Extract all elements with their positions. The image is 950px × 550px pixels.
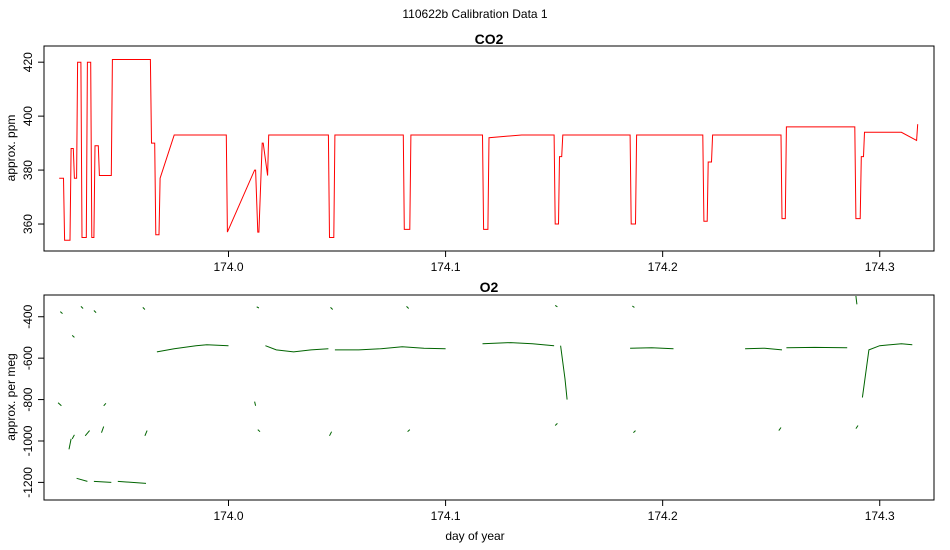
o2-series-line <box>156 344 229 353</box>
co2-plot-frame <box>43 45 935 252</box>
o2-series-line <box>71 434 75 440</box>
co2-y-tick-label: 360 <box>21 214 35 234</box>
o2-series-line <box>117 480 147 484</box>
o2-y-tick-label: -400 <box>21 304 35 328</box>
o2-x-tick-label: 174.0 <box>213 509 243 523</box>
o2-series-line <box>265 345 329 353</box>
o2-y-tick-label: -1200 <box>21 467 35 498</box>
o2-series-line <box>144 430 148 436</box>
co2-series <box>59 59 919 241</box>
o2-y-tick-label: -1000 <box>21 425 35 456</box>
co2-y-tick-label: 420 <box>21 52 35 72</box>
o2-x-axis: 174.0 174.1 174.2 174.3 <box>213 500 895 523</box>
co2-x-tick-label: 174.0 <box>213 260 243 274</box>
o2-series-line <box>93 310 97 313</box>
o2-x-tick-label: 174.2 <box>648 509 678 523</box>
o2-series-line <box>256 306 260 309</box>
o2-plot-frame <box>43 294 935 501</box>
o2-series-line <box>57 402 62 407</box>
o2-series-line <box>329 431 333 437</box>
o2-series-line <box>861 343 913 398</box>
co2-y-tick-label: 380 <box>21 160 35 180</box>
o2-series-line <box>71 335 75 338</box>
o2-series-line <box>633 430 636 434</box>
o2-series-line <box>59 311 63 314</box>
o2-series-line <box>406 306 410 309</box>
o2-x-tick-label: 174.3 <box>865 509 895 523</box>
o2-series-line <box>330 307 334 310</box>
co2-chart-title: CO2 <box>475 31 504 47</box>
o2-series-line <box>482 342 555 347</box>
o2-series <box>57 295 913 484</box>
o2-series-line <box>778 427 782 431</box>
o2-series-line <box>855 295 858 305</box>
co2-x-tick-label: 174.2 <box>648 260 678 274</box>
o2-series-line <box>84 430 90 437</box>
o2-chart-title: O2 <box>480 279 499 295</box>
co2-y-axis: 360 380 400 420 <box>21 52 44 234</box>
o2-series-line <box>855 425 859 429</box>
o2-series-line <box>560 345 568 400</box>
o2-series-line <box>632 305 635 308</box>
o2-series-line <box>630 347 674 350</box>
o2-series-line <box>745 347 783 351</box>
o2-series-line <box>554 423 558 426</box>
o2-series-line <box>103 402 107 407</box>
o2-y-tick-label: -600 <box>21 346 35 370</box>
o2-series-line <box>76 477 88 482</box>
co2-series-line <box>59 59 919 241</box>
o2-series-line <box>68 438 72 450</box>
o2-y-axis: -1200 -1000 -800 -600 -400 <box>21 304 44 498</box>
co2-x-tick-label: 174.3 <box>865 260 895 274</box>
o2-series-line <box>80 306 84 309</box>
o2-series-line <box>101 426 105 433</box>
figure-title: 110622b Calibration Data 1 <box>402 7 548 21</box>
o2-series-line <box>407 429 411 433</box>
co2-y-axis-label: approx. ppm <box>4 115 18 182</box>
o2-y-axis-label: approx. per meg <box>4 353 18 440</box>
o2-series-line <box>257 429 261 433</box>
o2-y-tick-label: -800 <box>21 387 35 411</box>
o2-panel: O2 approx. per meg day of year 174.0 174.… <box>4 279 935 543</box>
o2-series-line <box>554 304 558 308</box>
x-axis-label: day of year <box>445 529 504 543</box>
o2-series-line <box>142 307 146 310</box>
co2-panel: CO2 approx. ppm 174.0 174.1 174.2 174.3 360… <box>4 31 935 274</box>
o2-series-line <box>93 480 112 483</box>
o2-series-line <box>254 401 257 406</box>
co2-x-axis: 174.0 174.1 174.2 174.3 <box>213 251 895 274</box>
o2-series-line <box>334 346 446 351</box>
co2-x-tick-label: 174.1 <box>431 260 461 274</box>
o2-x-tick-label: 174.1 <box>431 509 461 523</box>
co2-y-tick-label: 400 <box>21 106 35 126</box>
